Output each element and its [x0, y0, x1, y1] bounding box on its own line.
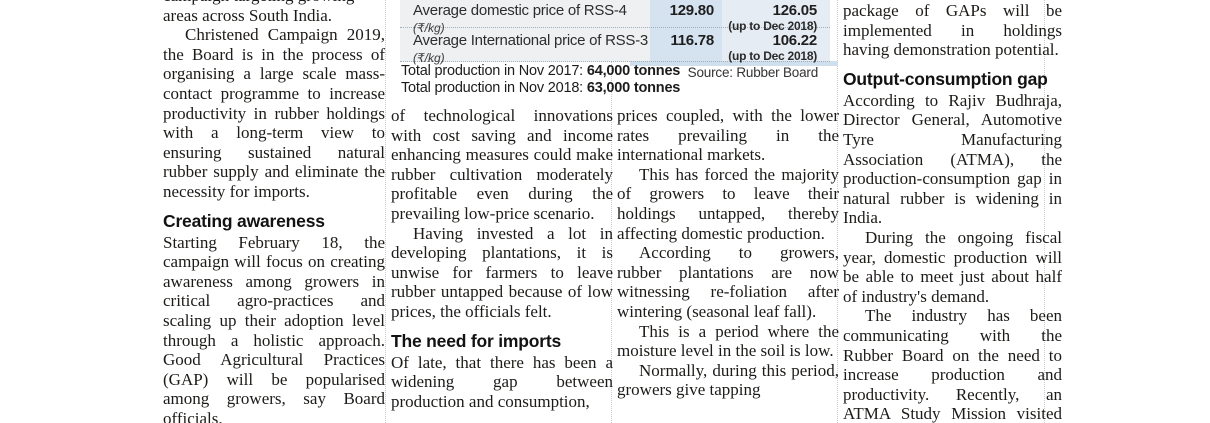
- column-rule: [611, 0, 612, 423]
- column-rule: [837, 0, 838, 423]
- paragraph: Having invested a lot in developing plan…: [391, 223, 613, 321]
- paragraph: Normally, during this period, growers gi…: [617, 360, 839, 400]
- paragraph: areas across South India.: [163, 5, 333, 25]
- table-cell-nov2017: 116.78: [670, 32, 714, 49]
- table-cell-nov2018: 106.22 (up to Dec 2018): [722, 32, 830, 63]
- paragraph: According to growers, rubber plantations…: [617, 243, 839, 321]
- paragraph: prices coupled, with the lower rates pre…: [617, 106, 839, 165]
- unit-label: (₹/kg): [413, 51, 445, 65]
- paragraph: This is a period where the moisture leve…: [617, 321, 839, 361]
- source-credit: Source: Rubber Board: [687, 65, 819, 80]
- production-summary: Total production in Nov 2017: 64,000 ton…: [401, 63, 701, 97]
- table-highlight-column: [650, 0, 722, 62]
- section-heading-need-for-imports: The need for imports: [391, 330, 562, 351]
- table-cell-note: (up to Dec 2018): [728, 19, 817, 33]
- table-row-label: Average International price of RSS-3 (₹/…: [413, 32, 649, 65]
- production-line-2017: Total production in Nov 2017: 64,000 ton…: [401, 63, 681, 79]
- paragraph: During the ongoing fiscal year, domestic…: [843, 227, 1062, 306]
- production-line-2018: Total production in Nov 2018: 63,000 ton…: [401, 79, 681, 96]
- clipped-top-line: campaign targeting growing: [163, 0, 385, 6]
- paragraph: According to Rajiv Budhraja, Director Ge…: [843, 90, 1062, 228]
- paragraph: of technological innovations with cost s…: [391, 106, 613, 223]
- table-row: Average domestic price of RSS-4 (₹/kg) 1…: [400, 0, 830, 35]
- paragraph: package of GAPs will be implemented in h…: [843, 1, 1062, 60]
- table-row: Average International price of RSS-3 (₹/…: [400, 28, 830, 65]
- column-rule: [1044, 0, 1045, 423]
- table-cell-nov2018: 126.05 (up to Dec 2018): [722, 2, 830, 33]
- paragraph: Of late, that there has been a widening …: [391, 352, 613, 411]
- article-column-3: prices coupled, with the lower rates pre…: [617, 106, 839, 423]
- article-column-2: of technological innovations with cost s…: [391, 106, 613, 423]
- paragraph: The industry has been communicating with…: [843, 306, 1062, 423]
- table-row-label: Average domestic price of RSS-4 (₹/kg): [413, 2, 627, 35]
- column-rule: [385, 0, 386, 423]
- article-column-1: campaign targeting growing areas across …: [163, 0, 385, 423]
- section-heading-output-consumption-gap: Output-consumption gap: [843, 68, 1048, 89]
- rubber-price-table: Average domestic price of RSS-4 (₹/kg) 1…: [400, 0, 838, 66]
- table-cell-nov2017: 129.80: [669, 2, 715, 19]
- article-column-4: package of GAPs will be implemented in h…: [843, 1, 1062, 423]
- section-heading-creating-awareness: Creating awareness: [163, 210, 325, 231]
- paragraph: This has forced the majority of growers …: [617, 164, 839, 243]
- table-cell-note: (up to Dec 2018): [728, 49, 817, 63]
- paragraph: Christened Campaign 2019, the Board is i…: [163, 25, 385, 201]
- paragraph: Starting February 18, the campaign will …: [163, 232, 385, 423]
- table-bottom-strip: [630, 61, 838, 66]
- unit-label: (₹/kg): [413, 21, 445, 35]
- table-value-column-tint: [722, 0, 830, 62]
